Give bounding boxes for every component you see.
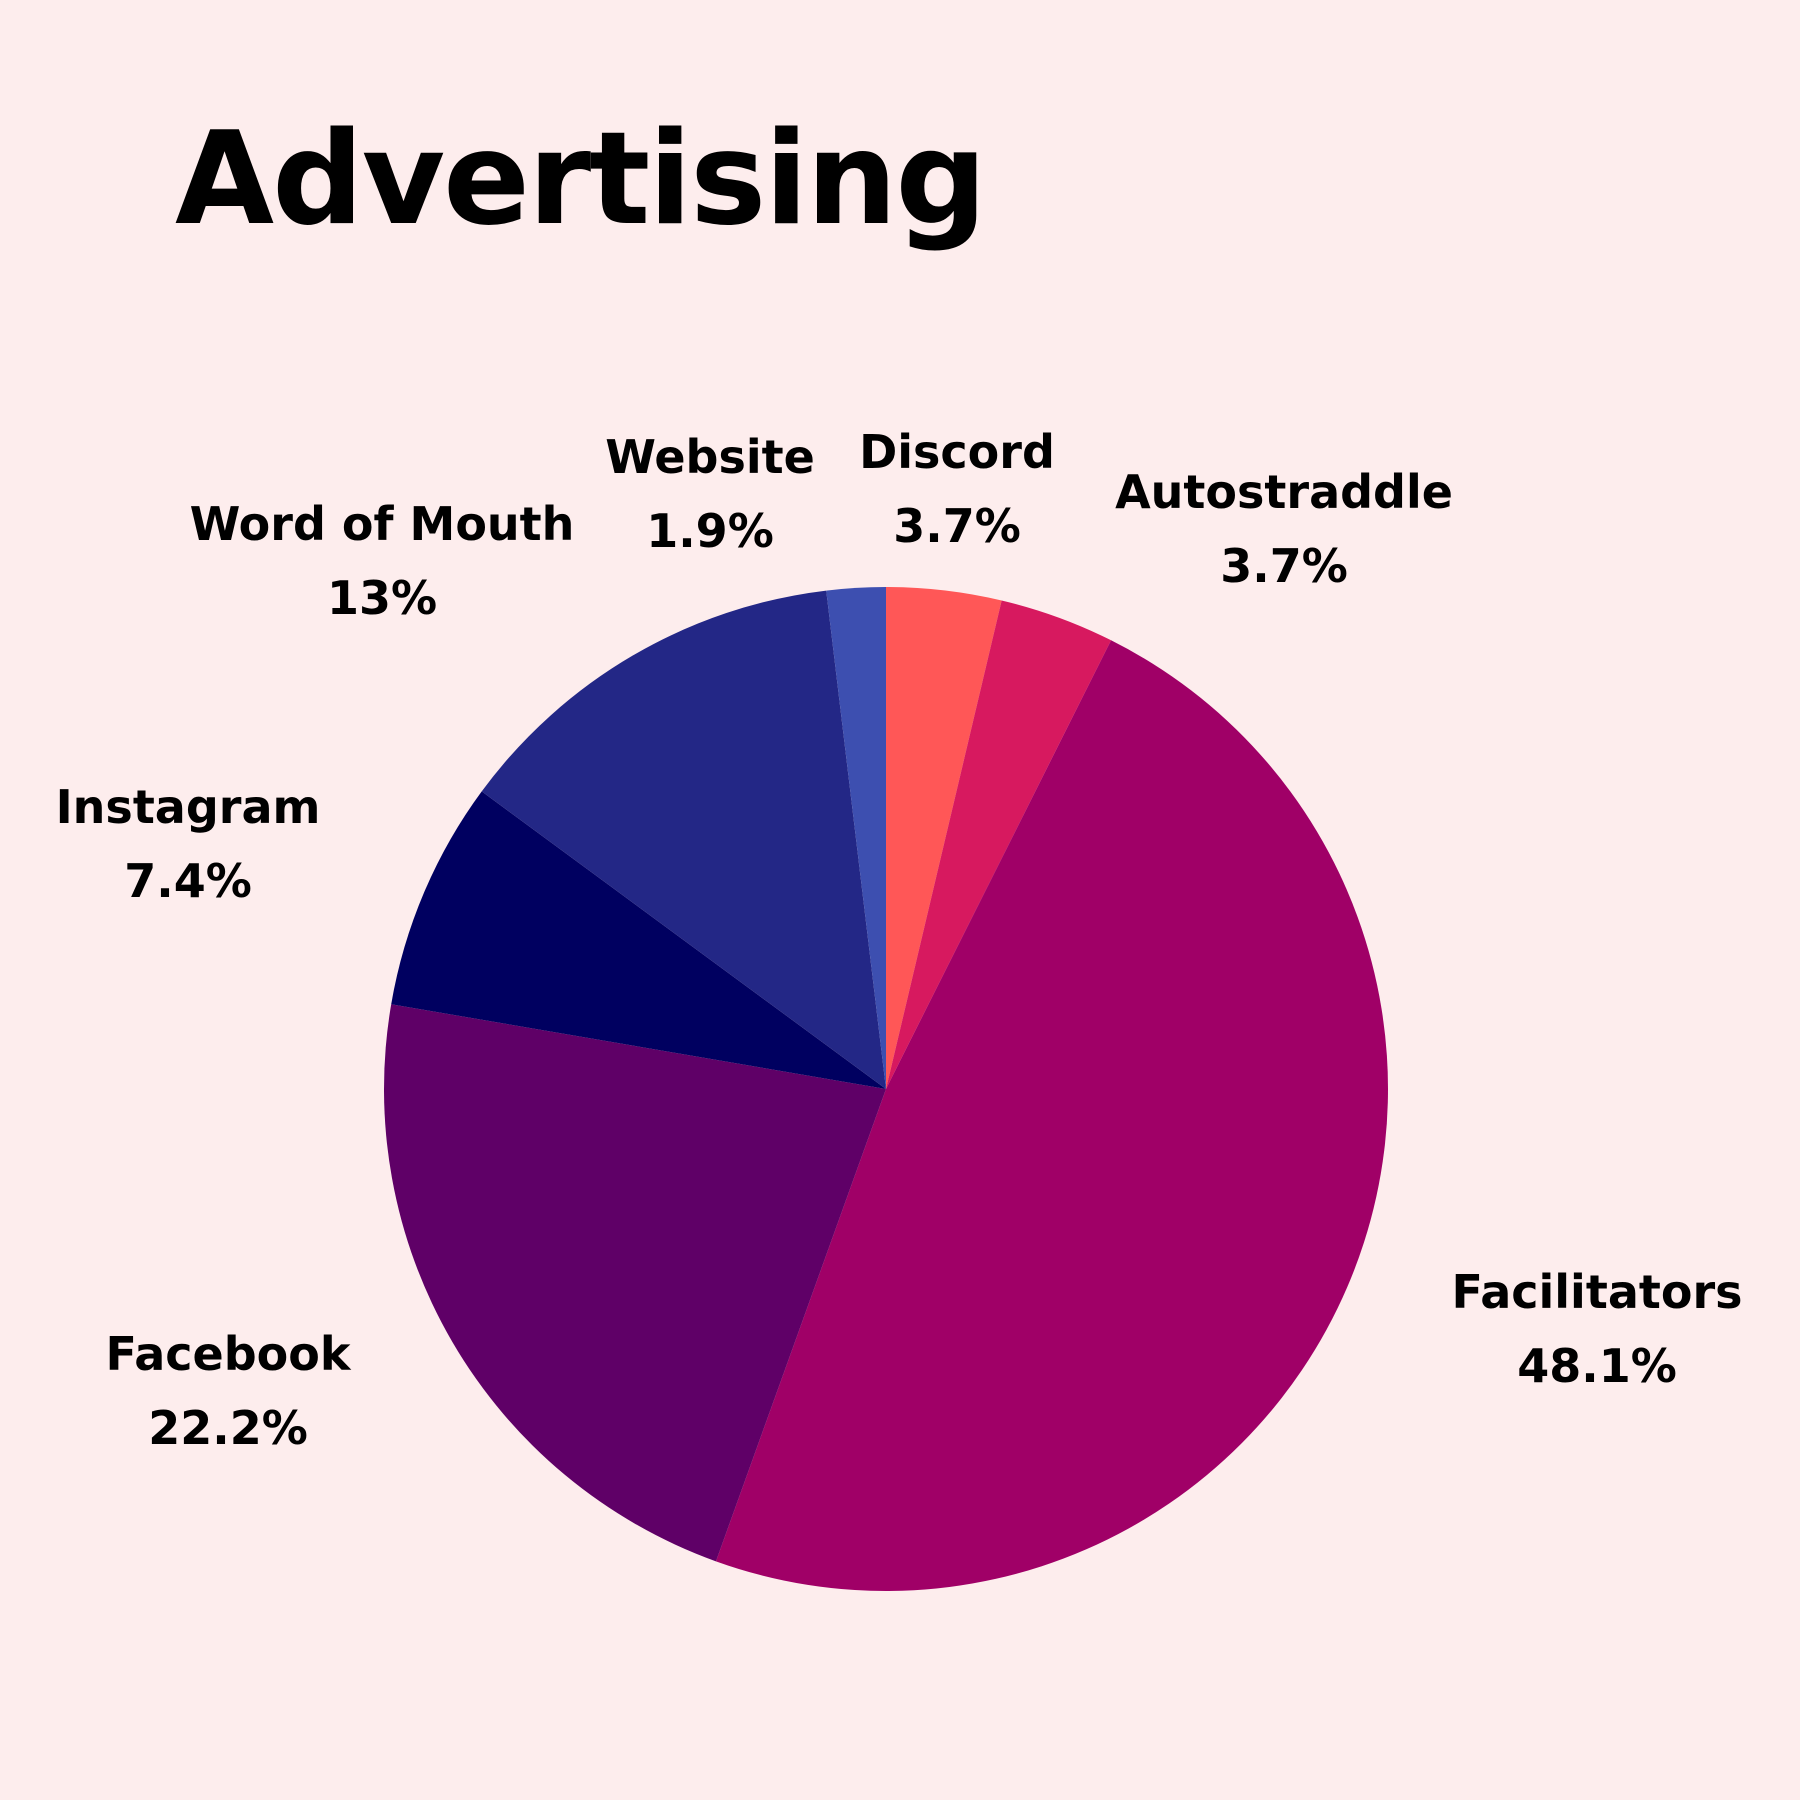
slice-label-percent: 48.1% [1517,1339,1677,1393]
slice-label-percent: 13% [326,571,438,625]
pie-slice-facebook [383,1004,886,1562]
pie-slice-word-of-mouth [481,590,886,1089]
slice-label-percent: 3.7% [893,499,1021,553]
pie-slice-instagram [391,791,886,1089]
slice-label-name: Discord [859,425,1055,479]
slice-label-name: Word of Mouth [189,497,575,551]
pie-slice-facilitators [715,640,1388,1592]
pie-slice-discord [886,587,1002,1089]
slice-label-name: Autostraddle [1115,465,1453,519]
slice-label-percent: 3.7% [1220,539,1348,593]
slice-label-percent: 7.4% [124,854,252,908]
slice-label-facebook: Facebook 22.2% [106,1317,351,1465]
slice-label-percent: 1.9% [646,504,774,558]
slice-label-percent: 22.2% [148,1401,308,1455]
slice-label-discord: Discord 3.7% [859,415,1055,563]
slice-label-facilitators: Facilitators 48.1% [1451,1255,1742,1403]
pie-slice-website [826,587,886,1089]
chart-title: Advertising [175,105,987,254]
slice-label-name: Website [605,430,815,484]
slice-label-word-of-mouth: Word of Mouth 13% [190,487,575,635]
slice-label-name: Facebook [105,1327,351,1381]
slice-label-instagram: Instagram 7.4% [56,770,321,918]
pie-slice-autostraddle [886,600,1112,1089]
slice-label-name: Facilitators [1451,1265,1743,1319]
slice-label-website: Website 1.9% [605,420,815,568]
slice-label-autostraddle: Autostraddle 3.7% [1115,455,1453,603]
slice-label-name: Instagram [55,780,321,834]
